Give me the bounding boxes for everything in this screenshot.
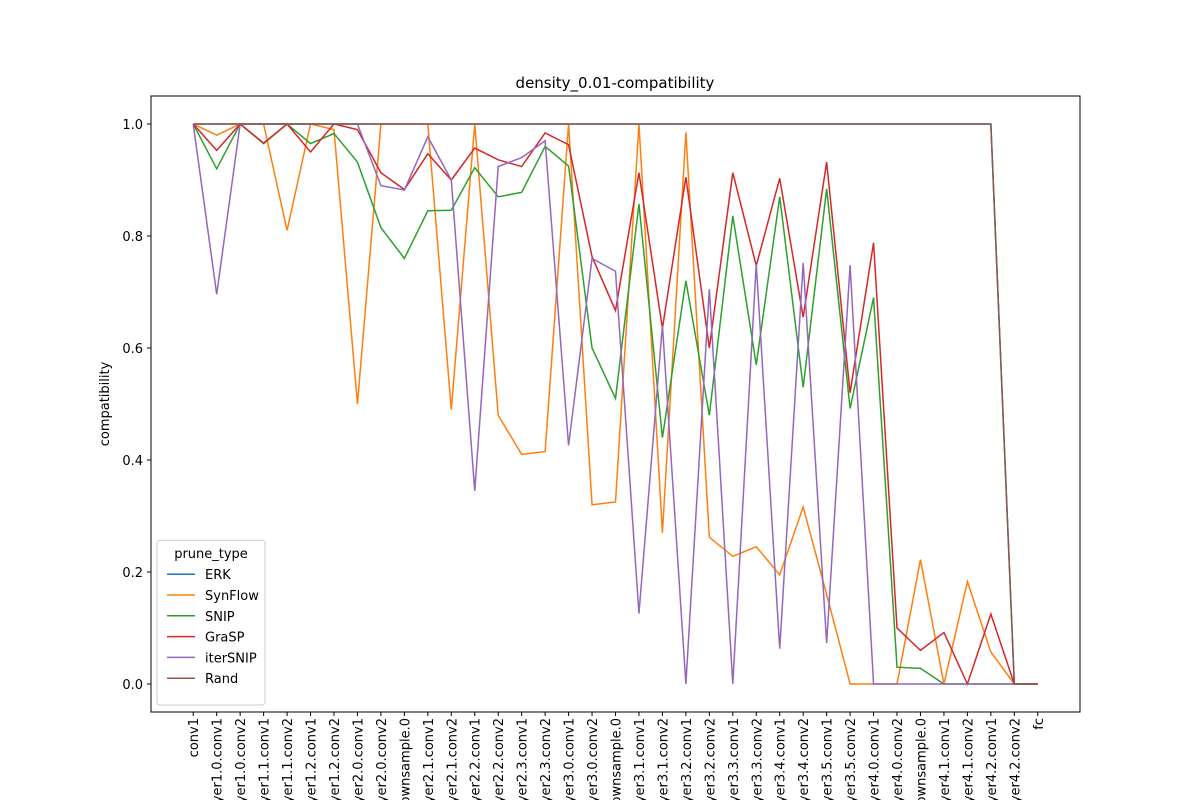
series-line bbox=[193, 123, 1038, 685]
x-tick-label: layer2.3.conv2 bbox=[539, 718, 554, 800]
x-tick-label: layer1.1.conv1 bbox=[258, 718, 273, 800]
legend-label: iterSNIP bbox=[205, 651, 257, 666]
y-tick-label: 0.8 bbox=[122, 230, 143, 245]
x-tick-label: conv1 bbox=[187, 718, 202, 757]
x-tick-label: fc bbox=[1032, 718, 1047, 730]
x-tick-label: layer4.0.conv1 bbox=[868, 718, 883, 800]
legend-label: ERK bbox=[205, 568, 231, 583]
legend-label: GraSP bbox=[205, 631, 245, 646]
chart-title: density_0.01-compatibility bbox=[516, 74, 715, 93]
x-tick-label: layer1.2.conv1 bbox=[305, 718, 320, 800]
x-tick-label: layer1.0.conv2 bbox=[234, 718, 249, 800]
x-tick-label: layer2.2.conv2 bbox=[492, 718, 507, 800]
legend-title: prune_type bbox=[174, 547, 248, 562]
y-tick-label: 1.0 bbox=[122, 118, 143, 133]
x-tick-label: layer4.1.conv1 bbox=[938, 718, 953, 800]
x-tick-label: layer4.1.conv2 bbox=[961, 718, 976, 800]
x-tick-label: layer2.3.conv1 bbox=[516, 718, 531, 800]
series-line bbox=[192, 122, 1038, 685]
x-tick-label: layer3.1.conv2 bbox=[656, 718, 671, 800]
x-tick-label: layer4.0.conv2 bbox=[891, 718, 906, 800]
x-tick-label: layer3.3.conv1 bbox=[727, 718, 742, 800]
legend-box bbox=[156, 539, 266, 706]
y-tick-label: 0.0 bbox=[122, 678, 143, 693]
x-tick-label: layer3.5.conv1 bbox=[821, 718, 836, 800]
legend-label: Rand bbox=[205, 672, 238, 687]
x-tick-label: layer1.2.conv2 bbox=[328, 718, 343, 800]
y-axis-label: compatibility bbox=[98, 361, 113, 446]
x-tick-label: layer2.1.conv1 bbox=[422, 718, 437, 800]
axes-frame bbox=[150, 95, 1081, 713]
x-tick-label: layer3.2.conv2 bbox=[703, 718, 718, 800]
x-tick-label: layer3.5.conv2 bbox=[844, 718, 859, 800]
x-tick-label: layer2.0.downsample.0 bbox=[398, 718, 413, 800]
x-tick-label: layer3.4.conv2 bbox=[797, 718, 812, 800]
x-tick-label: layer4.0.downsample.0 bbox=[914, 718, 929, 800]
x-tick-label: layer2.0.conv2 bbox=[375, 718, 390, 800]
x-tick-label: layer3.2.conv1 bbox=[680, 718, 695, 800]
x-tick-label: layer4.2.conv1 bbox=[985, 718, 1000, 800]
y-tick-label: 0.2 bbox=[122, 566, 143, 581]
x-tick-label: layer3.0.conv2 bbox=[586, 718, 601, 800]
x-tick-label: layer3.1.conv1 bbox=[633, 718, 648, 800]
x-tick-label: layer3.4.conv1 bbox=[774, 718, 789, 800]
x-tick-label: layer2.0.conv1 bbox=[351, 718, 366, 800]
x-tick-label: layer2.1.conv2 bbox=[445, 718, 460, 800]
x-tick-label: layer3.0.conv1 bbox=[563, 718, 578, 800]
x-tick-label: layer2.2.conv1 bbox=[469, 718, 484, 800]
x-tick-label: layer3.0.downsample.0 bbox=[610, 718, 625, 800]
y-tick-label: 0.4 bbox=[122, 454, 143, 469]
legend-label: SynFlow bbox=[205, 589, 259, 604]
y-tick-label: 0.6 bbox=[122, 342, 143, 357]
x-tick-label: layer3.3.conv2 bbox=[750, 718, 765, 800]
x-tick-label: layer4.2.conv2 bbox=[1008, 718, 1023, 800]
x-tick-label: layer1.0.conv1 bbox=[211, 718, 226, 800]
legend-label: SNIP bbox=[205, 610, 235, 625]
x-tick-label: layer1.1.conv2 bbox=[281, 718, 296, 800]
